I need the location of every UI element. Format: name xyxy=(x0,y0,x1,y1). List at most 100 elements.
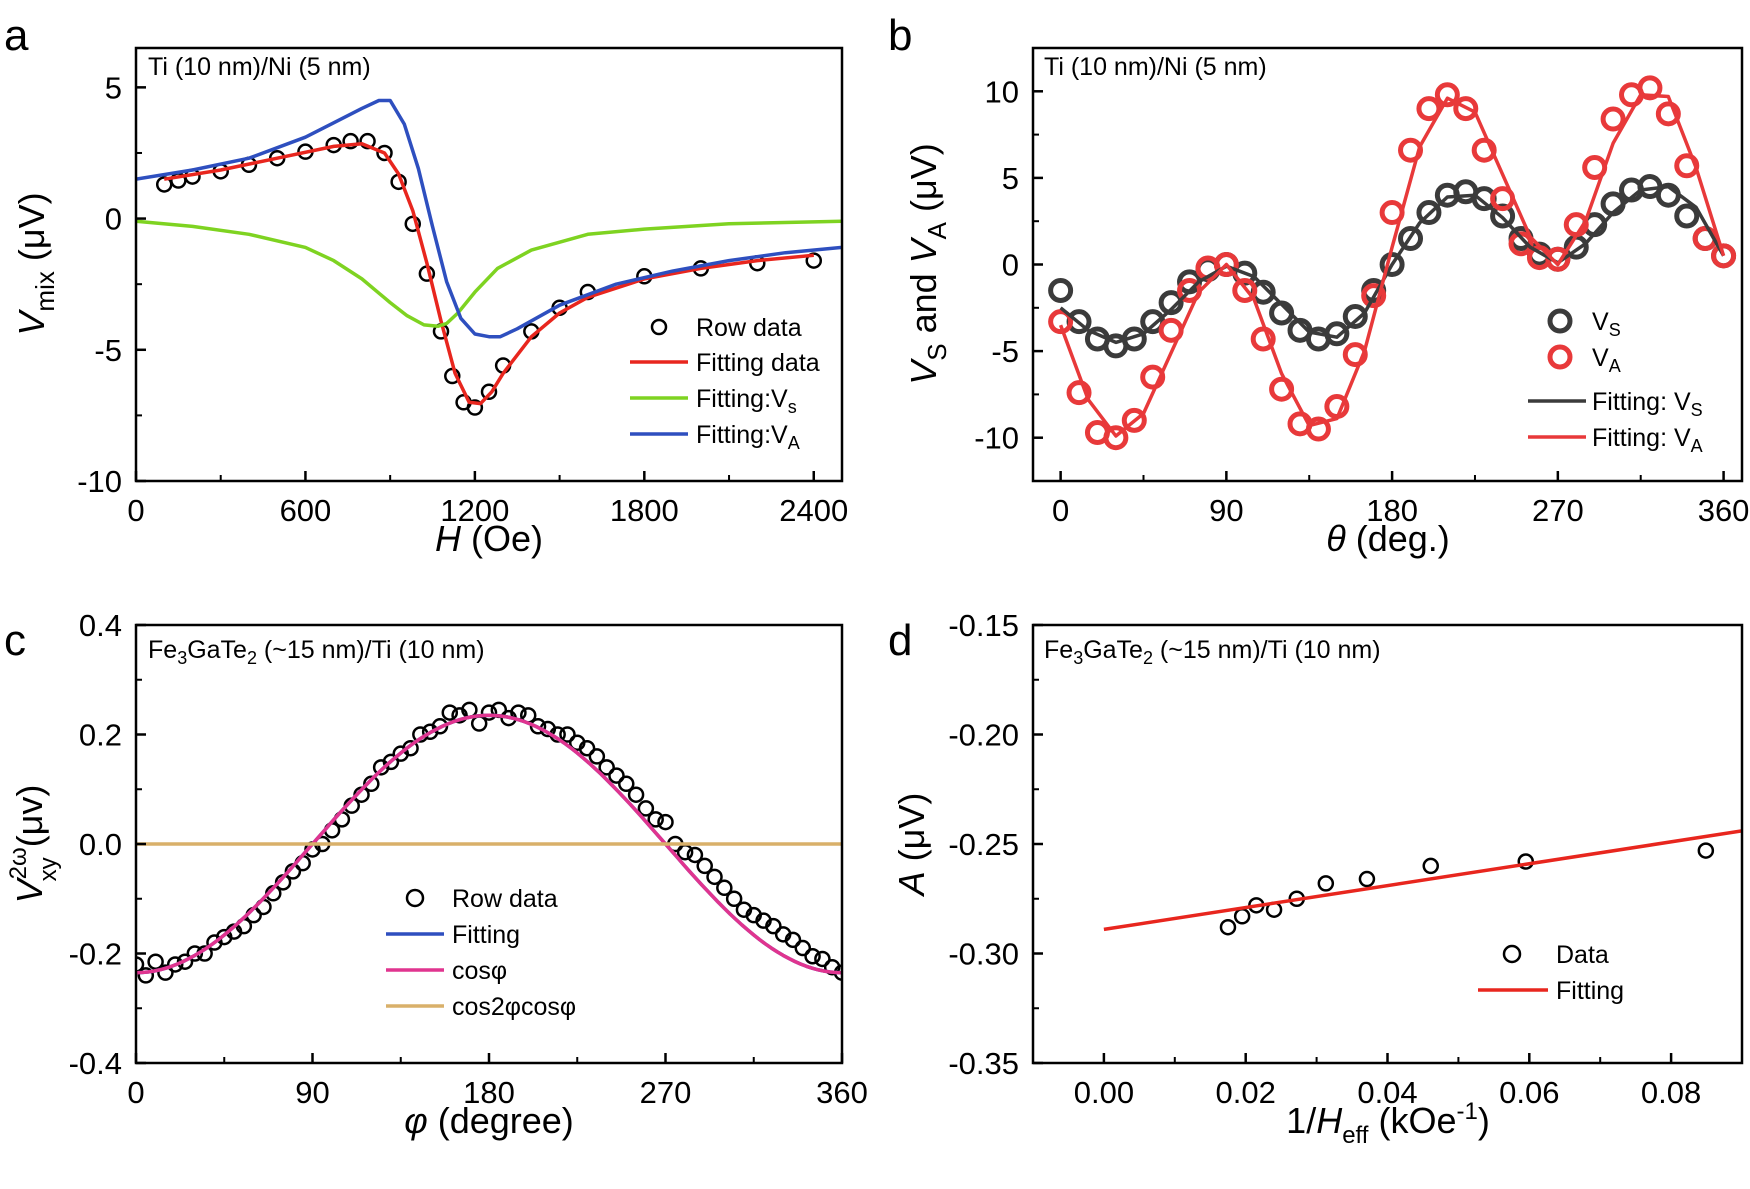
y-tick-label-b: 10 xyxy=(985,74,1019,109)
data-point-row-data-c xyxy=(637,800,655,817)
plot-frame-d xyxy=(1031,623,1744,1065)
x-tick-label-a: 1800 xyxy=(610,493,679,528)
y-tick-label-d: -0.30 xyxy=(948,937,1019,972)
data-point-va-b xyxy=(1416,96,1442,122)
data-point-va-b xyxy=(1637,75,1663,101)
x-tick-label-d: 0.08 xyxy=(1641,1075,1701,1110)
data-point-vs-b xyxy=(1398,226,1424,252)
panel-label-a: a xyxy=(4,11,29,60)
panel-label-d: d xyxy=(888,616,912,665)
x-tick-label-a: 2400 xyxy=(779,493,848,528)
annotation-b: Ti (10 nm)/Ni (5 nm) xyxy=(1044,53,1267,81)
y-tick-label-d: -0.35 xyxy=(948,1046,1019,1081)
panel-a: a Ti (10 nm)/Ni (5 nm) 0 600 1200 1800 2400 -… xyxy=(4,11,848,559)
y-axis-label-d: A (μV) xyxy=(891,793,932,898)
x-axis-label-c: φ (degree) xyxy=(404,1100,574,1141)
x-tick-label-b: 180 xyxy=(1366,493,1418,528)
data-point-va-b xyxy=(1711,243,1737,269)
data-point-row-data-c xyxy=(157,964,174,981)
data-point-row-data-c xyxy=(804,947,821,965)
panel-label-c: c xyxy=(4,616,26,665)
data-point-row-data-a xyxy=(805,252,823,269)
data-point-row-data-c xyxy=(784,931,802,949)
data-point-data-d xyxy=(1697,842,1715,859)
data-point-row-data-c xyxy=(363,775,380,793)
data-point-va-b xyxy=(1066,380,1092,406)
series-line-fitting-vs-a xyxy=(136,219,842,328)
legend-label-rowdata-a: Row data xyxy=(696,314,802,342)
data-point-row-data-c xyxy=(559,726,576,743)
legend-marker-va-b xyxy=(1547,344,1573,370)
data-point-va-b xyxy=(1232,277,1258,303)
data-point-row-data-c xyxy=(176,953,194,970)
data-point-va-b xyxy=(1508,231,1534,257)
y-tick-label-b: 5 xyxy=(1002,161,1019,196)
x-tick-label-d: 0.04 xyxy=(1357,1075,1417,1110)
legend-label-cos-c: cosφ xyxy=(452,957,507,985)
y-tick-label-d: -0.25 xyxy=(948,827,1019,862)
plot-area-b xyxy=(1048,75,1737,451)
series-line-fitting-vs-b xyxy=(1059,184,1726,345)
y-tick-label-a: -10 xyxy=(77,464,122,499)
data-point-row-data-c xyxy=(137,967,155,984)
data-point-data-d xyxy=(1233,908,1251,925)
data-point-data-d xyxy=(1317,875,1335,892)
data-point-row-data-c xyxy=(441,704,459,721)
data-point-row-data-c xyxy=(647,811,664,828)
data-point-data-d xyxy=(1219,918,1237,936)
data-point-vs-b xyxy=(1342,303,1368,329)
legend-marker-rowdata-a xyxy=(650,318,668,336)
x-tick-label-c: 180 xyxy=(463,1075,515,1110)
data-point-va-b xyxy=(1545,246,1571,272)
data-point-row-data-c xyxy=(166,956,184,973)
data-point-row-data-c xyxy=(765,917,782,935)
x-tick-label-d: 0.00 xyxy=(1074,1075,1134,1110)
legend-b: VS VA Fitting: VS Fitting: VA xyxy=(1528,308,1703,456)
data-point-va-b xyxy=(1121,407,1147,433)
panel-c: c Fe3GaTe2 (~15 nm)/Ti (10 nm) 0 90 180 270… xyxy=(4,608,868,1141)
legend-a: Row data Fitting data Fitting:Vs Fitting… xyxy=(630,314,820,453)
data-point-row-data-c xyxy=(136,956,145,973)
y-axis-label-c: V2ω xy (μv) xyxy=(5,785,62,904)
data-point-va-b xyxy=(1305,416,1331,442)
data-point-row-data-a xyxy=(466,399,484,416)
ticks-c: 0 90 180 270 360 -0.4 -0.2 0.0 0.2 0.4 xyxy=(69,608,868,1110)
data-point-row-data-c xyxy=(706,868,723,886)
data-point-row-data-c xyxy=(725,890,743,907)
data-point-row-data-c xyxy=(588,748,606,765)
data-point-row-data-c xyxy=(598,759,615,776)
data-point-vs-b xyxy=(1490,203,1516,229)
series-line-fitting-d xyxy=(1103,829,1742,932)
legend-label-va-b: VA xyxy=(1592,344,1621,376)
data-point-va-b xyxy=(1471,137,1497,163)
y-tick-label-b: -10 xyxy=(974,421,1019,456)
data-point-row-data-c xyxy=(480,704,498,721)
legend-label-data-d: Data xyxy=(1556,941,1609,969)
x-tick-label-b: 90 xyxy=(1209,493,1243,528)
legend-label-va-a: Fitting:VA xyxy=(696,421,800,453)
y-tick-label-a: -5 xyxy=(94,333,122,368)
y-axis-label-a: Vmix (μV) xyxy=(11,192,60,335)
x-tick-label-c: 270 xyxy=(640,1075,692,1110)
x-tick-label-c: 360 xyxy=(816,1075,868,1110)
data-point-vs-b xyxy=(1416,200,1442,226)
x-tick-label-c: 90 xyxy=(295,1075,329,1110)
data-point-va-b xyxy=(1213,252,1239,277)
legend-label-fit-va-b: Fitting: VA xyxy=(1592,424,1703,456)
y-tick-label-c: 0.4 xyxy=(79,608,122,643)
y-axis-label-b: VS and VA (μV) xyxy=(903,143,952,385)
data-point-row-data-c xyxy=(696,857,713,875)
data-point-row-data-c xyxy=(402,739,419,757)
legend-label-fitting-a: Fitting data xyxy=(696,349,820,377)
annotation-d: Fe3GaTe2 (~15 nm)/Ti (10 nm) xyxy=(1044,636,1381,668)
plot-frame-a xyxy=(134,46,844,483)
data-point-row-data-c xyxy=(676,843,694,861)
legend-label-vs-a: Fitting:Vs xyxy=(696,385,797,417)
data-point-va-b xyxy=(1434,82,1460,108)
data-point-row-data-c xyxy=(147,953,164,970)
x-tick-label-a: 600 xyxy=(280,493,332,528)
ticks-d: 0.00 0.02 0.04 0.06 0.08 -0.35 -0.30 -0.25 -0.20… xyxy=(948,608,1701,1110)
y-tick-label-a: 0 xyxy=(105,202,122,237)
legend-label-rowdata-c: Row data xyxy=(452,885,558,913)
